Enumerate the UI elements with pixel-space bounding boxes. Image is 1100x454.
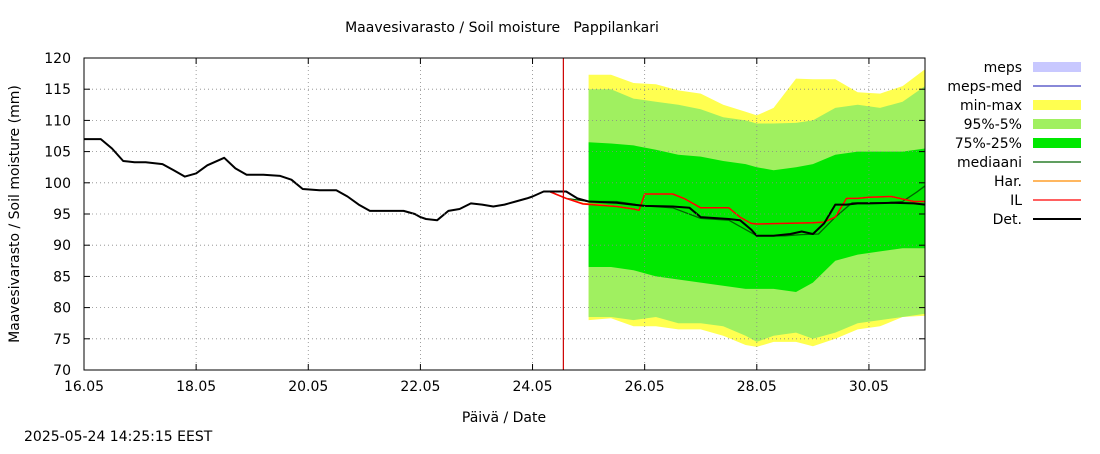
legend-swatch-meps	[1033, 62, 1081, 72]
y-tick-label: 80	[53, 301, 71, 317]
band-p75-25	[588, 142, 925, 292]
legend-label-meps: meps	[984, 60, 1022, 76]
series-det	[84, 138, 925, 237]
legend-label-det: Det.	[993, 212, 1022, 228]
x-tick-label: 20.05	[288, 379, 328, 395]
x-tick-label: 22.05	[400, 379, 440, 395]
y-tick-label: 105	[44, 145, 71, 161]
x-tick-label: 16.05	[64, 379, 104, 395]
legend: meps meps-med min-max 95%-5% 75%-25% mediaani…	[947, 60, 1081, 228]
x-tick-label: 24.05	[512, 379, 552, 395]
legend-swatch-p75-25	[1033, 138, 1081, 148]
y-tick-label: 75	[53, 332, 71, 348]
y-tick-label: 100	[44, 176, 71, 192]
y-tick-label: 120	[44, 51, 71, 67]
y-tick-label: 95	[53, 207, 71, 223]
x-tick-label: 26.05	[625, 379, 665, 395]
legend-label-p95-5: 95%-5%	[964, 117, 1022, 133]
y-tick-label: 115	[44, 82, 71, 98]
legend-label-minmax: min-max	[960, 98, 1022, 114]
legend-label-meps-med: meps-med	[947, 79, 1022, 95]
y-tick-label: 70	[53, 363, 71, 379]
plot-area: 70 75 80 85 90 95 100 105 110 115 120 16.05 18.05 20.…	[44, 51, 926, 395]
legend-swatch-p95-5	[1033, 119, 1081, 129]
x-tick-label: 28.05	[737, 379, 777, 395]
legend-label-mediaani: mediaani	[957, 155, 1022, 171]
x-axis-label: Päivä / Date	[462, 410, 546, 426]
chart-title: Maavesivarasto / Soil moisture Pappilank…	[345, 20, 659, 36]
y-tick-label: 90	[53, 238, 71, 254]
timestamp-footer: 2025-05-24 14:25:15 EEST	[24, 429, 213, 445]
axes: 70 75 80 85 90 95 100 105 110 115 120 16.05 18.05 20.…	[44, 51, 925, 395]
x-tick-label: 30.05	[849, 379, 889, 395]
legend-swatch-minmax	[1033, 100, 1081, 110]
data-layer	[84, 69, 925, 347]
series-il	[549, 190, 925, 225]
legend-label-har: Har.	[994, 174, 1022, 190]
x-tick-label: 18.05	[176, 379, 216, 395]
legend-label-p75-25: 75%-25%	[955, 136, 1022, 152]
y-tick-label: 110	[44, 113, 71, 129]
legend-label-il: IL	[1010, 193, 1022, 209]
grid	[84, 58, 925, 370]
y-tick-label: 85	[53, 269, 71, 285]
y-axis-label: Maavesivarasto / Soil moisture (mm)	[7, 85, 23, 343]
